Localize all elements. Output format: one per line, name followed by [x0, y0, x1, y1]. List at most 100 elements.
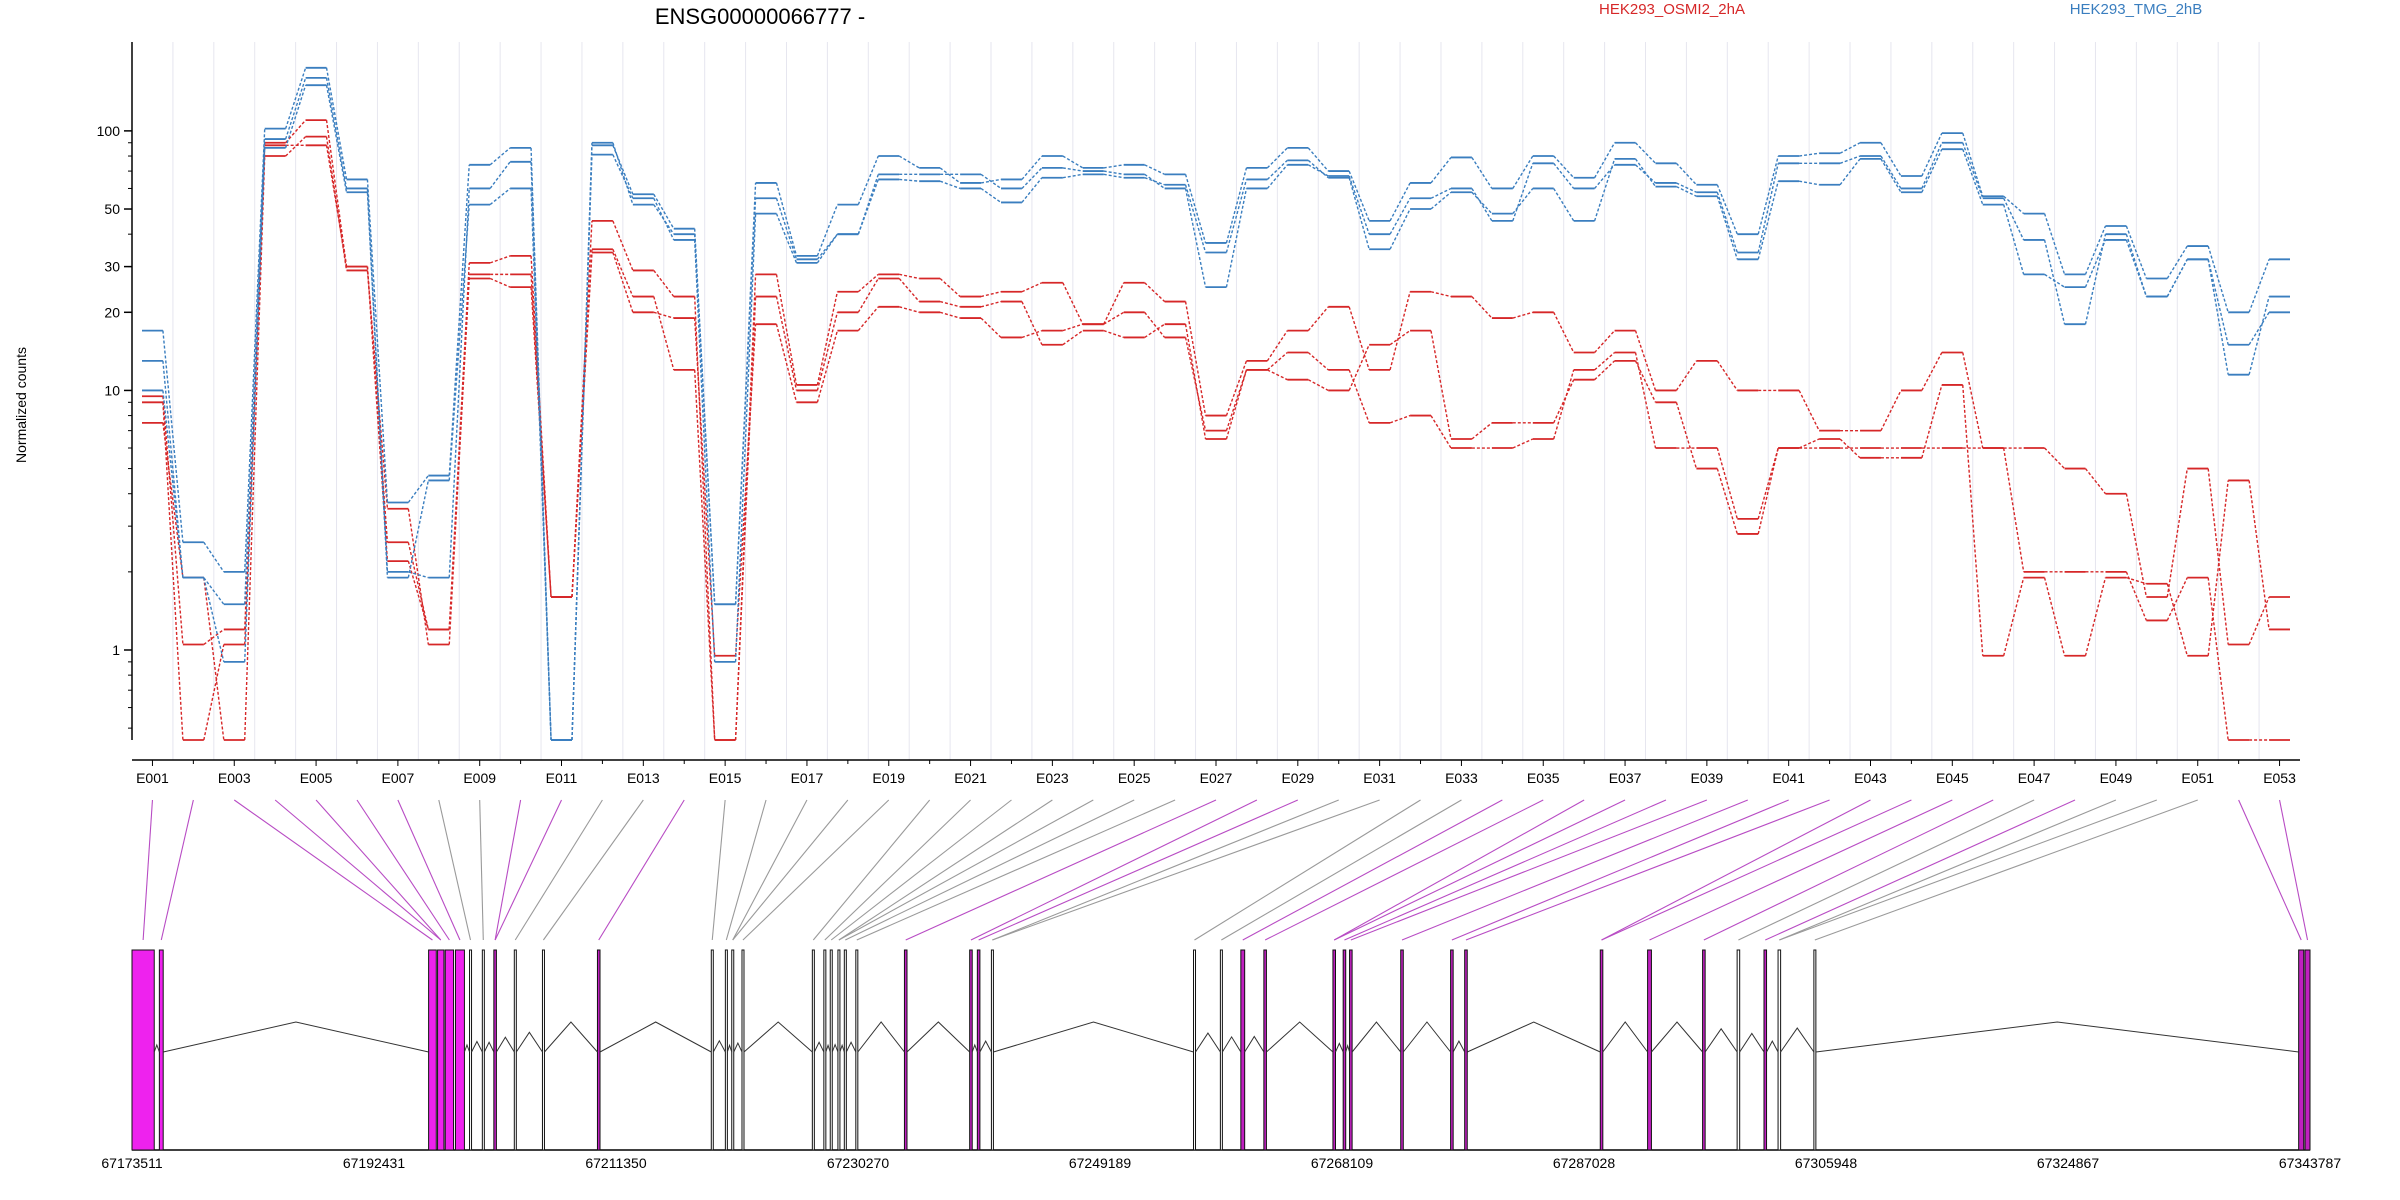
- series-transition: [1430, 330, 1452, 440]
- series-transition: [2166, 468, 2188, 598]
- series-transition: [489, 187, 511, 206]
- series-transition: [775, 198, 798, 260]
- series-transition: [1512, 155, 1534, 189]
- exon-connector: [142, 799, 154, 941]
- x-tick-label: E003: [218, 770, 251, 786]
- exon-connector: [2279, 799, 2309, 941]
- series-transition: [1799, 180, 1820, 186]
- x-tick-label: E019: [872, 770, 905, 786]
- exon-block: [481, 949, 485, 1151]
- series-transition: [2248, 311, 2270, 346]
- series-5: [142, 76, 2290, 741]
- intron-line: [599, 1021, 712, 1053]
- x-tick-label: E053: [2263, 770, 2296, 786]
- exon-block: [710, 949, 714, 1151]
- series-transition: [939, 300, 961, 308]
- series-transition: [653, 269, 675, 297]
- exon-connector: [742, 799, 890, 941]
- series-transition: [1430, 291, 1452, 298]
- series-transition: [898, 278, 920, 303]
- x-tick-label: E021: [954, 770, 987, 786]
- exon-connector: [1350, 799, 1708, 941]
- series-transition: [1267, 369, 1288, 381]
- series-transition: [162, 402, 184, 741]
- series-transition: [244, 128, 266, 572]
- series-transition: [1307, 379, 1329, 392]
- series-transition: [2207, 468, 2229, 645]
- series-transition: [2125, 493, 2148, 598]
- exon-connector: [812, 799, 931, 941]
- series-transition: [1348, 369, 1370, 424]
- intron-line: [857, 1021, 905, 1053]
- series-transition: [1062, 167, 1083, 172]
- exon-block: [2304, 949, 2311, 1151]
- series-transition: [1635, 164, 1656, 184]
- exon-block: [1813, 949, 1817, 1151]
- exon-block: [837, 949, 841, 1151]
- series-transition: [2166, 583, 2188, 656]
- series-transition: [489, 277, 511, 288]
- exon-connector: [1649, 799, 1953, 941]
- series-transition: [1716, 447, 1738, 520]
- series-transition: [489, 147, 511, 166]
- series-transition: [1103, 311, 1125, 325]
- series-transition: [899, 273, 920, 280]
- exon-block: [1763, 949, 1768, 1151]
- exon-block: [1240, 949, 1246, 1151]
- exon-block: [1736, 949, 1741, 1151]
- series-transition: [1594, 164, 1616, 189]
- chart-title: ENSG00000066777 -: [655, 4, 865, 29]
- series-transition: [1144, 282, 1166, 303]
- exon-block: [976, 949, 981, 1151]
- exon-connector: [494, 799, 563, 941]
- intron-line: [495, 1036, 515, 1053]
- series-transition: [1634, 360, 1657, 403]
- series-transition: [284, 77, 307, 140]
- series-transition: [325, 136, 348, 271]
- legend-entry-tmg: HEK293_TMG_2hB: [2070, 1, 2203, 18]
- exon-connector: [830, 799, 1012, 941]
- series-transition: [571, 154, 593, 741]
- series-transition: [1103, 173, 1124, 179]
- series-transition: [2248, 259, 2270, 313]
- series-transition: [1839, 438, 1861, 459]
- intron-line: [1351, 1021, 1402, 1053]
- series-transition: [1471, 157, 1493, 189]
- series-transition: [407, 560, 430, 630]
- series-transition: [816, 233, 838, 264]
- series-transition: [2207, 577, 2229, 741]
- exon-connector: [315, 799, 442, 941]
- series-transition: [1348, 344, 1370, 391]
- series-transition: [1062, 330, 1084, 346]
- series-transition: [1757, 163, 1779, 253]
- intron-line: [979, 1040, 992, 1053]
- series-transition: [1103, 282, 1125, 325]
- series-transition: [775, 182, 798, 257]
- series-transition: [653, 197, 675, 241]
- exon-connector: [160, 799, 194, 941]
- exon-connector: [542, 799, 644, 941]
- exon-block: [1332, 949, 1336, 1151]
- series-transition: [2003, 197, 2025, 241]
- series-transition: [2002, 577, 2025, 656]
- series-transition: [244, 147, 266, 662]
- series-transition: [1225, 188, 1248, 288]
- y-axis-label: Normalized counts: [13, 347, 29, 463]
- x-tick-label: E023: [1036, 770, 1069, 786]
- exon-block: [1599, 949, 1604, 1151]
- series-transition: [325, 77, 348, 189]
- series-transition: [1471, 422, 1493, 440]
- exon-connector: [1264, 799, 1544, 941]
- exon-connector: [1814, 799, 2198, 941]
- series-transition: [489, 161, 511, 189]
- series-transition: [816, 291, 839, 386]
- intron-line: [1815, 1021, 2299, 1053]
- intron-line: [1780, 1027, 1815, 1053]
- series-4: [142, 66, 2290, 741]
- series-transition: [1184, 324, 1207, 440]
- series-transition: [1839, 155, 1861, 164]
- exon-block: [158, 949, 164, 1151]
- exon-connector: [1765, 799, 2076, 941]
- series-transition: [816, 330, 839, 403]
